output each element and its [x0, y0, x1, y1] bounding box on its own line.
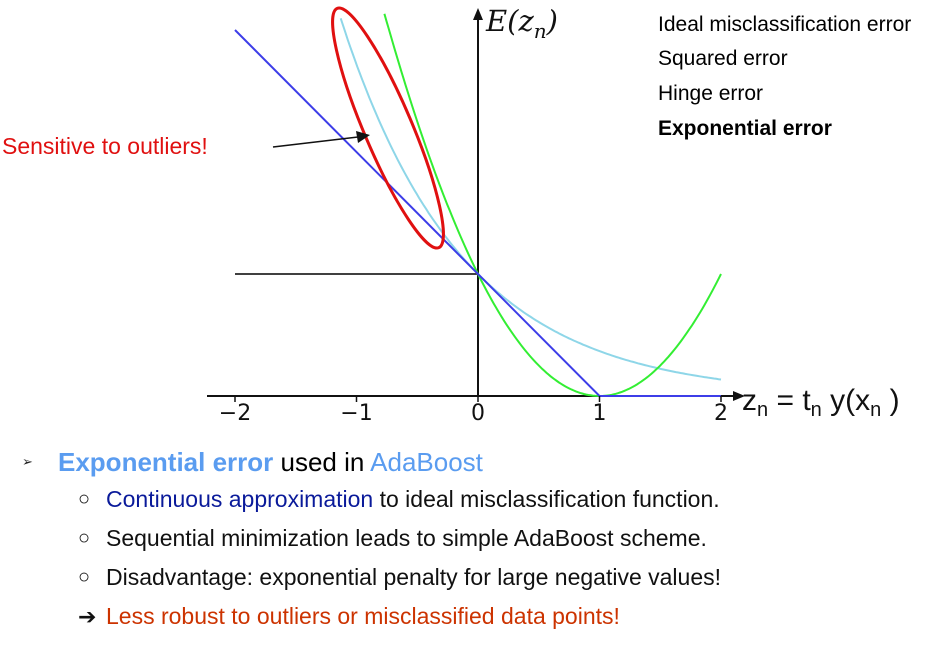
squared-error-line: [383, 13, 722, 397]
arrowhead-bullet-icon: ➢: [22, 454, 33, 469]
x-tick-label: 1: [593, 401, 607, 426]
tick-layer: −2 −1 0 1 2: [219, 396, 728, 426]
sub-bullet-1-text: to ideal misclassification function.: [373, 486, 720, 512]
circle-bullet-icon: ○: [78, 488, 91, 510]
x-tick-label: −2: [219, 401, 251, 426]
used-in-text: used in: [273, 447, 371, 477]
continuous-approximation-term: Continuous approximation: [106, 486, 374, 512]
outlier-annotation: Sensitive to outliers!: [2, 133, 208, 159]
outlier-highlight-ellipse: [331, 6, 445, 250]
legend-exponential-error: Exponential error: [658, 117, 832, 140]
bullet-list: ➢ Exponential error used in AdaBoost ○ C…: [22, 444, 940, 636]
y-axis-arrow-icon: [473, 8, 483, 20]
legend-squared-error: Squared error: [658, 47, 788, 70]
x-tick-label: 0: [471, 401, 485, 426]
circle-bullet-icon: ○: [78, 527, 91, 549]
x-axis-arrow-icon: [733, 391, 745, 401]
adaboost-term: AdaBoost: [370, 447, 483, 477]
conclusion-text: Less robust to outliers or misclassified…: [106, 603, 620, 629]
arrow-right-icon: ➔: [78, 604, 97, 629]
sub-bullet-1: ○ Continuous approximation to ideal misc…: [22, 480, 940, 519]
sub-bullet-2-text: Sequential minimization leads to simple …: [106, 525, 707, 551]
exponential-error-term: Exponential error: [58, 447, 274, 477]
x-axis-label: zn = tn y(xn ): [742, 384, 900, 421]
y-axis-label: E(zn): [486, 4, 558, 43]
exponential-error-line: [339, 17, 722, 381]
x-tick-label: 2: [714, 401, 728, 426]
annotation-arrow-icon: [356, 131, 370, 143]
annotation-pointer-line: [272, 136, 359, 148]
sub-bullet-3: ○ Disadvantage: exponential penalty for …: [22, 558, 940, 597]
circle-bullet-icon: ○: [78, 566, 91, 588]
main-bullet: ➢ Exponential error used in AdaBoost: [22, 444, 940, 480]
sub-bullet-2: ○ Sequential minimization leads to simpl…: [22, 519, 940, 558]
sub-bullet-3-text: Disadvantage: exponential penalty for la…: [106, 564, 722, 590]
legend-ideal-error: Ideal misclassification error: [658, 13, 912, 36]
series-layer: [234, 13, 722, 397]
x-tick-label: −1: [340, 401, 372, 426]
annotation-layer: [272, 6, 445, 250]
legend-hinge-error: Hinge error: [658, 82, 764, 105]
conclusion-bullet: ➔ Less robust to outliers or misclassifi…: [22, 597, 940, 636]
loss-function-plot: −2 −1 0 1 2: [207, 6, 745, 426]
